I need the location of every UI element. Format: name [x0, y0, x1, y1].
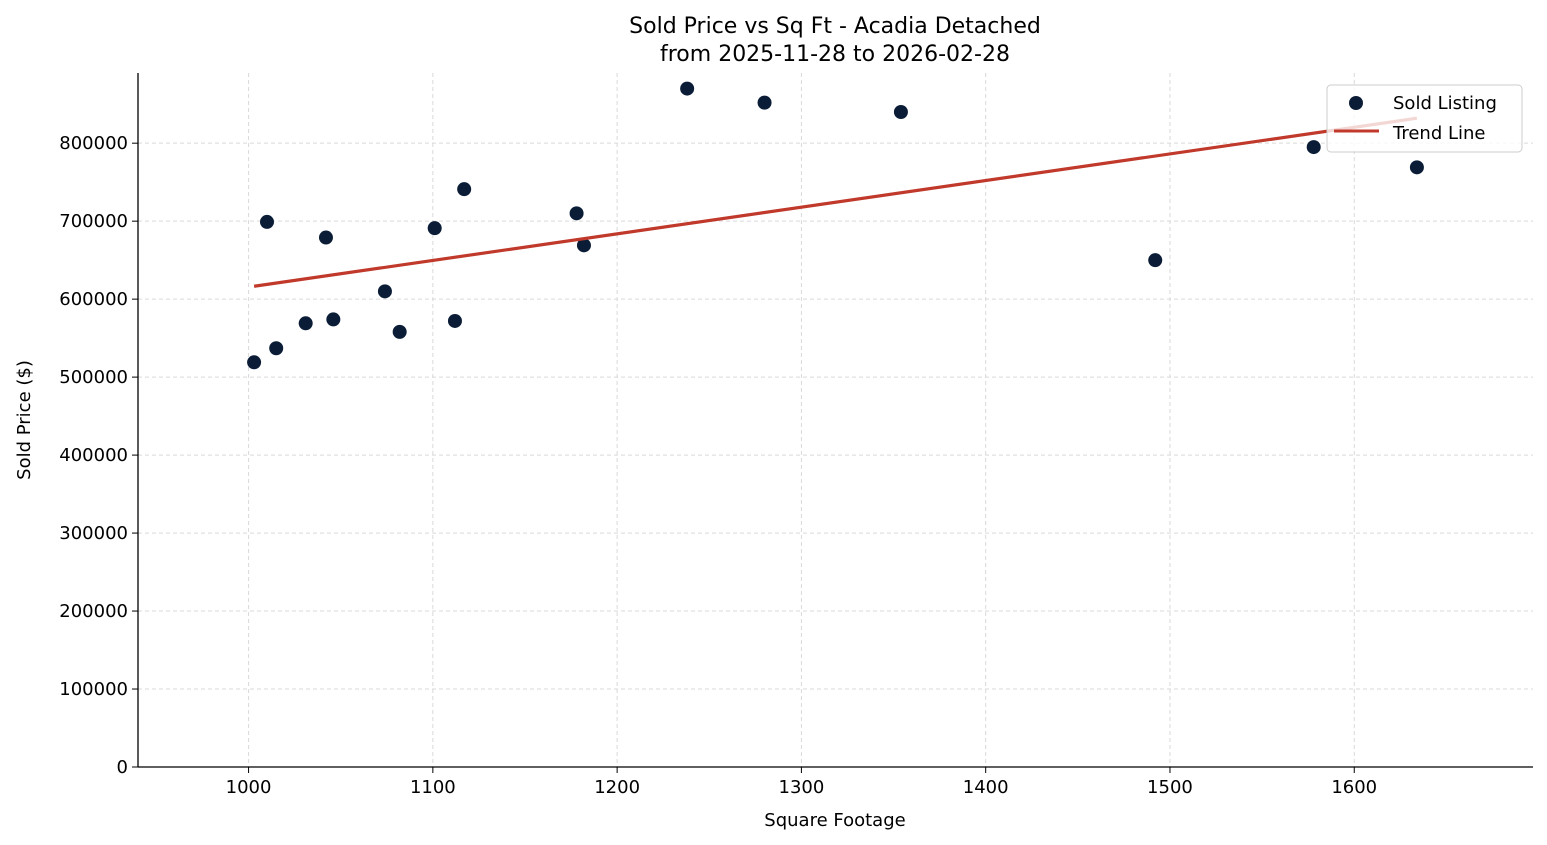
y-tick-label: 200000: [59, 601, 128, 622]
data-point: [298, 316, 313, 331]
chart-subtitle: from 2025-11-28 to 2026-02-28: [660, 42, 1010, 67]
x-tick-label: 1100: [410, 777, 456, 798]
data-point: [576, 238, 591, 253]
data-point: [893, 104, 908, 119]
data-point: [392, 324, 407, 339]
y-tick-label: 100000: [59, 679, 128, 700]
data-point: [247, 355, 262, 370]
data-point: [457, 182, 472, 197]
data-point: [569, 206, 584, 221]
trend-line: [253, 116, 1418, 288]
y-axis-ticks: 0 100000 200000 300000 400000 500000 600000 700…: [59, 133, 138, 778]
legend-label-sold-listing: Sold Listing: [1393, 93, 1497, 114]
legend: Sold Listing Trend Line: [1326, 84, 1523, 153]
y-tick-label: 600000: [59, 289, 128, 310]
x-tick-label: 1300: [779, 777, 825, 798]
y-tick-label: 500000: [59, 367, 128, 388]
x-axis-label: Square Footage: [764, 810, 905, 831]
x-tick-label: 1200: [594, 777, 640, 798]
data-point: [1306, 140, 1321, 155]
legend-box: [1326, 84, 1523, 153]
data-point: [427, 221, 442, 236]
data-point: [757, 95, 772, 110]
x-tick-label: 1600: [1331, 777, 1377, 798]
legend-marker-sold-listing: [1349, 96, 1363, 110]
y-tick-label: 800000: [59, 133, 128, 154]
data-point: [318, 230, 333, 245]
grid: [138, 73, 1533, 768]
data-point: [1409, 160, 1424, 175]
x-tick-label: 1400: [963, 777, 1009, 798]
y-tick-label: 700000: [59, 211, 128, 232]
data-point: [326, 312, 341, 327]
data-point: [269, 341, 284, 356]
y-tick-label: 300000: [59, 523, 128, 544]
x-tick-label: 1000: [226, 777, 272, 798]
data-point: [259, 214, 274, 229]
x-tick-label: 1500: [1147, 777, 1193, 798]
x-axis-ticks: 1000 1100 1200 1300 1400 1500 1600: [226, 767, 1377, 798]
legend-label-trend-line: Trend Line: [1392, 123, 1486, 144]
y-tick-label: 400000: [59, 445, 128, 466]
y-tick-label: 0: [117, 757, 128, 778]
data-point: [1148, 253, 1163, 268]
y-axis-label: Sold Price ($): [14, 360, 35, 480]
series-layer: [247, 81, 1424, 370]
chart-title: Sold Price vs Sq Ft - Acadia Detached: [629, 14, 1041, 39]
data-point: [680, 81, 695, 96]
data-point: [377, 284, 392, 299]
data-point: [447, 313, 462, 328]
